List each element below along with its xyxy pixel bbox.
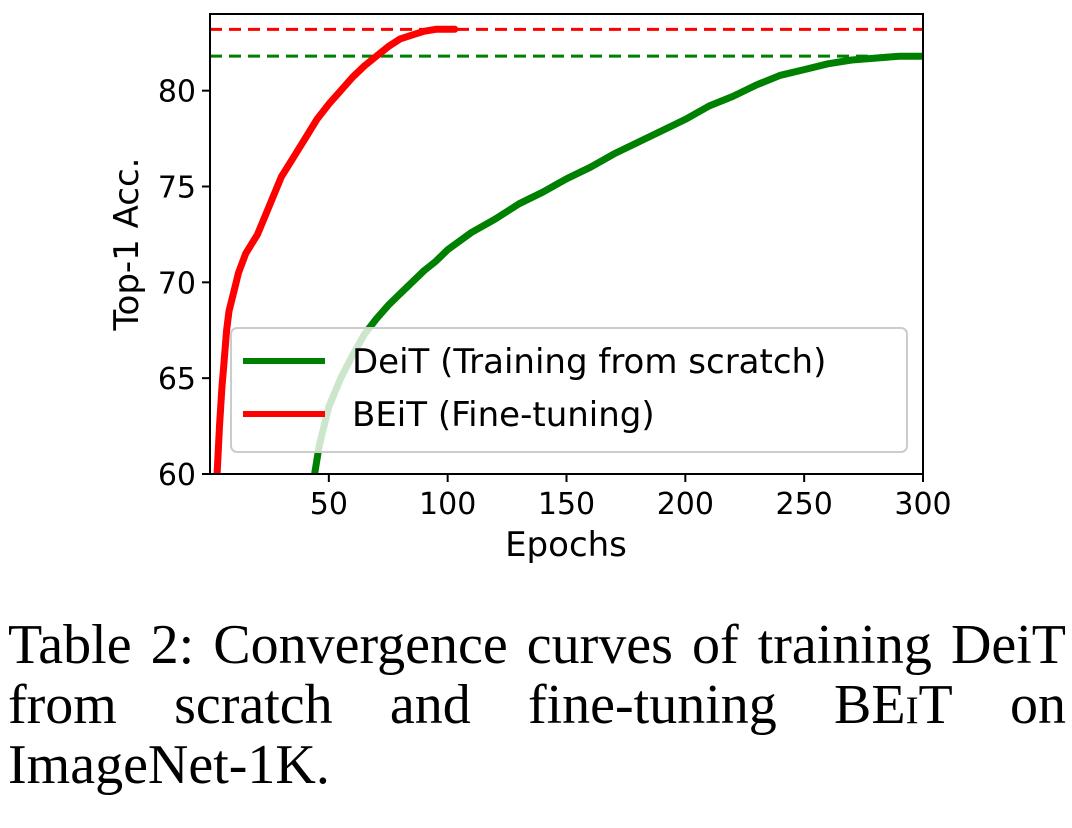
legend-label-deit: DeiT (Training from scratch) — [352, 342, 826, 382]
x-tick-label: 200 — [657, 487, 714, 522]
x-tick-label: 250 — [776, 487, 833, 522]
caption-suffix: on ImageNet-1K. — [8, 674, 1067, 796]
x-tick-label: 300 — [894, 487, 951, 522]
figure-caption: Table 2: Convergence curves of training … — [8, 615, 1066, 795]
caption-prefix: Table 2: Convergence curves of training … — [8, 614, 1066, 736]
x-tick-label: 150 — [538, 487, 595, 522]
x-tick-label: 50 — [310, 487, 348, 522]
chart: 50 100 150 200 250 300 60 65 70 75 80 Epochs Top-… — [107, 13, 952, 565]
legend-label-beit: BEiT (Fine-tuning) — [352, 395, 655, 435]
legend: DeiT (Training from scratch) BEiT (Fine-… — [230, 327, 908, 453]
series-line-beit — [213, 25, 459, 474]
x-axis-label: Epochs — [505, 525, 627, 565]
y-tick-label: 60 — [158, 458, 196, 493]
y-tick-label: 70 — [158, 266, 196, 301]
x-tick-label: 100 — [419, 487, 476, 522]
y-tick-label: 65 — [158, 362, 196, 397]
caption-model-name: BEiT — [834, 674, 953, 736]
y-axis-label: Top-1 Acc. — [107, 158, 147, 332]
legend-box — [230, 327, 908, 453]
y-tick-label: 75 — [158, 171, 196, 206]
y-tick-label: 80 — [158, 75, 196, 110]
